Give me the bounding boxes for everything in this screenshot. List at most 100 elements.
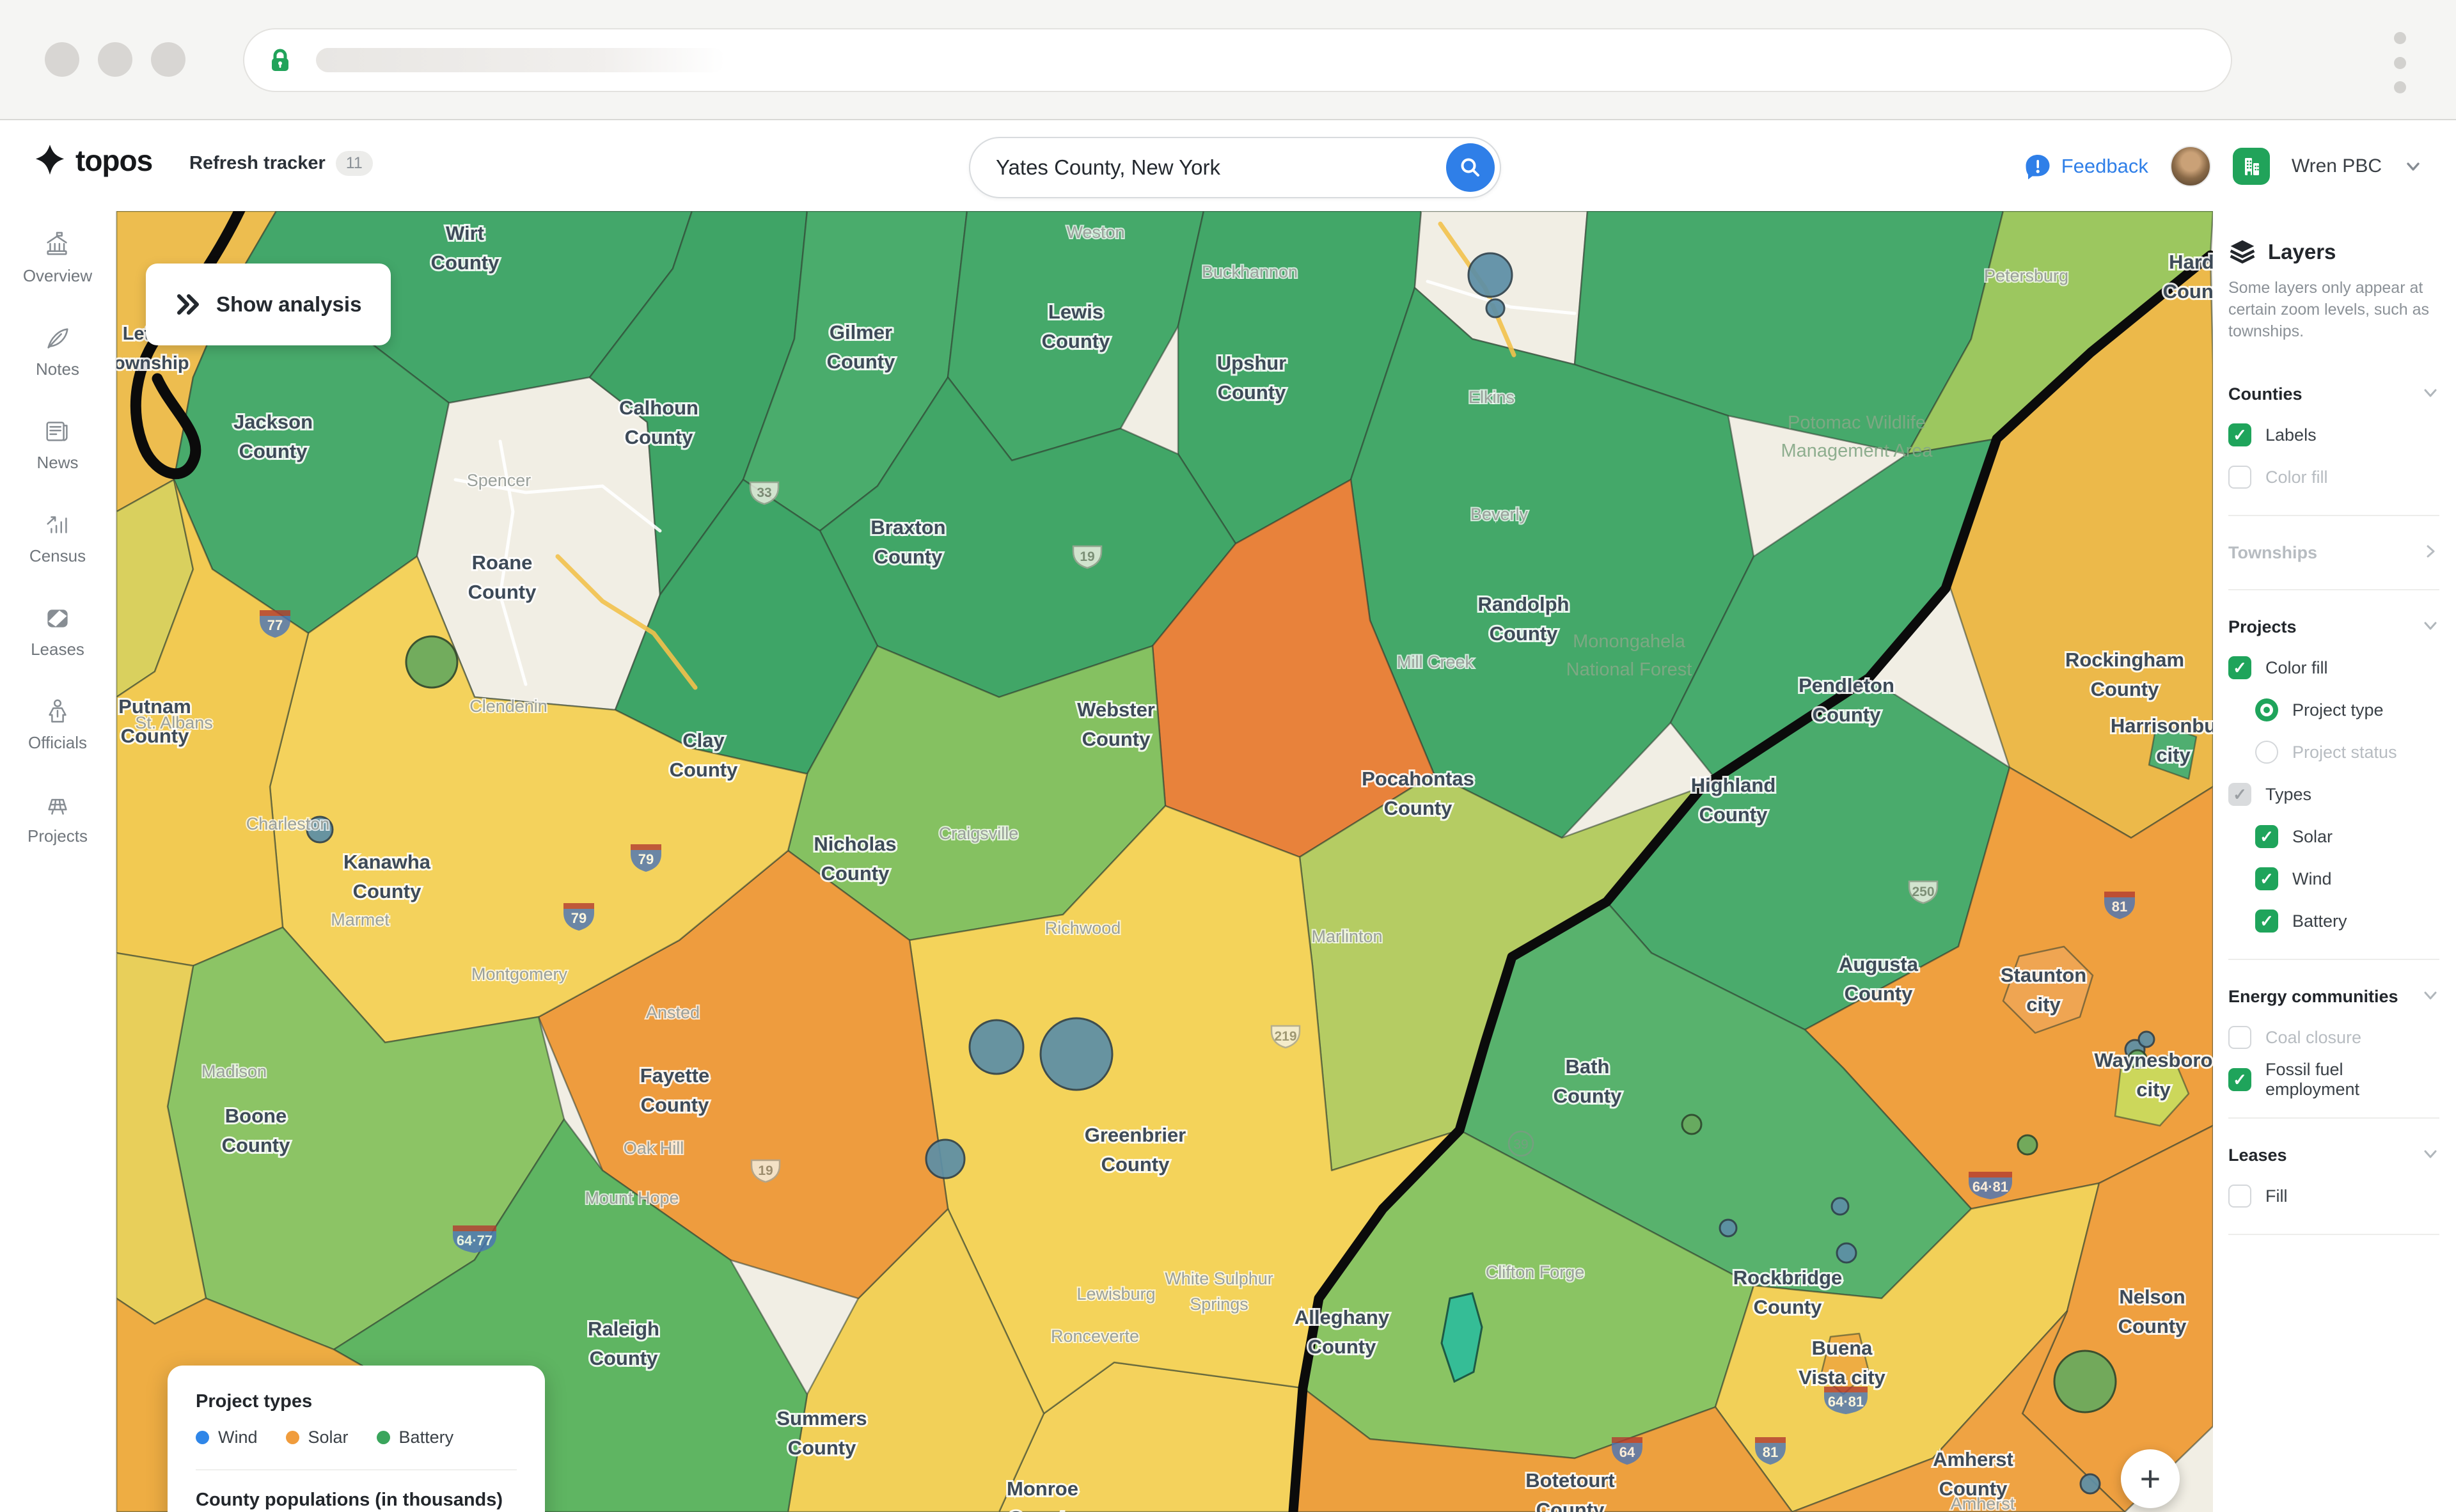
checkbox-row-fill[interactable]: Fill: [2228, 1175, 2439, 1217]
town-label: Craigsville: [939, 824, 1019, 843]
town-label: Oak Hill: [624, 1138, 684, 1158]
road-shield-64·81: 64·81: [1969, 1172, 2012, 1199]
wind-project-marker[interactable]: [1485, 298, 1506, 319]
county-label: Rockbridge: [1733, 1266, 1843, 1289]
county-label: Upshur: [1217, 352, 1287, 374]
sidebar-item-overview[interactable]: Overview: [0, 211, 115, 304]
zoom-in-button[interactable]: +: [2121, 1449, 2180, 1508]
chevron-down-icon[interactable]: [2404, 157, 2423, 176]
road-shield-77: 77: [260, 610, 290, 638]
checkbox-icon[interactable]: ✓: [2228, 1068, 2251, 1092]
wind-project-marker[interactable]: [2137, 1030, 2155, 1048]
radio-icon[interactable]: [2255, 698, 2278, 722]
checkbox-row-types[interactable]: ✓ Types: [2228, 773, 2439, 815]
checkbox-icon[interactable]: ✓: [2255, 867, 2278, 891]
battery-project-marker[interactable]: [405, 635, 459, 689]
checkbox-row-color-fill[interactable]: Color fill: [2228, 456, 2439, 498]
svg-text:64: 64: [1619, 1444, 1635, 1460]
layer-section-energy-communities[interactable]: Energy communities: [2228, 977, 2439, 1016]
wind-project-marker[interactable]: [306, 815, 334, 844]
checkbox-icon[interactable]: ✓: [2228, 423, 2251, 447]
sidebar-item-leases[interactable]: Leases: [0, 585, 115, 678]
sidebar-item-officials[interactable]: Officials: [0, 678, 115, 771]
checkbox-row-labels[interactable]: ✓ Labels: [2228, 414, 2439, 456]
checkbox-icon[interactable]: [2228, 1026, 2251, 1050]
wind-project-marker[interactable]: [1719, 1218, 1738, 1238]
county-staunton-city[interactable]: [2002, 945, 2094, 1034]
battery-project-marker[interactable]: [1681, 1114, 1703, 1135]
checkbox-row-solar[interactable]: ✓ Solar: [2228, 815, 2439, 858]
sidebar-item-news[interactable]: News: [0, 398, 115, 491]
layer-section-townships[interactable]: Townships: [2228, 533, 2439, 572]
sidebar-item-notes[interactable]: Notes: [0, 304, 115, 398]
search-button[interactable]: [1446, 143, 1495, 192]
radio-row-project-status[interactable]: Project status: [2228, 731, 2439, 773]
county-label: County: [1845, 982, 1914, 1005]
layer-section-projects[interactable]: Projects: [2228, 607, 2439, 647]
county-amherst[interactable]: [1791, 1310, 2126, 1512]
browser-menu-icon[interactable]: [2387, 32, 2413, 93]
checkbox-icon[interactable]: [2228, 466, 2251, 489]
road-shield-19: 19: [750, 1159, 781, 1183]
wind-project-marker[interactable]: [2079, 1473, 2101, 1495]
show-analysis-button[interactable]: Show analysis: [146, 264, 391, 345]
checkbox-row-color-fill[interactable]: ✓ Color fill: [2228, 647, 2439, 689]
wind-project-marker[interactable]: [1836, 1242, 1857, 1264]
wind-project-marker[interactable]: [1830, 1197, 1850, 1216]
wind-project-marker[interactable]: [968, 1019, 1025, 1075]
town-label: St. Albans: [135, 713, 213, 732]
chevron-right-icon[interactable]: [2421, 542, 2439, 563]
battery-project-marker[interactable]: [2017, 1134, 2038, 1156]
layer-section-leases[interactable]: Leases: [2228, 1135, 2439, 1175]
radio-row-project-type[interactable]: Project type: [2228, 689, 2439, 731]
counties-map-svg[interactable]: Monongahela National Forest Potomac Wildli…: [116, 211, 2213, 1512]
checkbox-icon[interactable]: ✓: [2228, 656, 2251, 680]
chevron-down-icon[interactable]: [2421, 617, 2439, 638]
county-harrisonburg-city[interactable]: [2148, 721, 2198, 780]
refresh-tracker[interactable]: Refresh tracker 11: [189, 151, 373, 176]
area-label: Management Area: [1781, 441, 1933, 461]
chevron-down-icon[interactable]: [2421, 384, 2439, 405]
search-bar[interactable]: Yates County, New York: [969, 137, 1501, 198]
chevron-down-icon[interactable]: [2421, 986, 2439, 1007]
feedback-button[interactable]: Feedback: [2024, 153, 2148, 180]
checkbox-row-fossil-fuel-employment[interactable]: ✓ Fossil fuel employment: [2228, 1059, 2439, 1101]
window-close-button[interactable]: [45, 42, 79, 77]
sidebar-item-projects[interactable]: Projects: [0, 771, 115, 865]
checkbox-indeterminate-icon[interactable]: ✓: [2228, 783, 2251, 807]
overview-icon: [47, 232, 67, 255]
wind-project-marker[interactable]: [1039, 1017, 1114, 1091]
checkbox-row-wind[interactable]: ✓ Wind: [2228, 858, 2439, 900]
sidebar-item-census[interactable]: Census: [0, 491, 115, 585]
url-bar[interactable]: [243, 28, 2232, 92]
town-label: Richwood: [1045, 918, 1121, 938]
county-buena-vista-city[interactable]: [1820, 1332, 1870, 1396]
svg-text:79: 79: [638, 851, 654, 867]
wind-project-marker[interactable]: [925, 1138, 966, 1179]
sidebar-item-label: Overview: [22, 265, 93, 285]
map-canvas[interactable]: Monongahela National Forest Potomac Wildli…: [116, 211, 2213, 1512]
project-area-polygon[interactable]: [1440, 1292, 1483, 1383]
checkbox-icon[interactable]: ✓: [2255, 910, 2278, 933]
chevron-down-icon[interactable]: [2421, 1145, 2439, 1166]
search-input[interactable]: Yates County, New York: [996, 155, 1220, 179]
layer-section-counties[interactable]: Counties: [2228, 374, 2439, 414]
county-waynesboro-city[interactable]: [2114, 1054, 2190, 1127]
battery-project-marker[interactable]: [2127, 1049, 2148, 1069]
topos-logo[interactable]: topos: [33, 143, 153, 178]
radio-icon[interactable]: [2255, 741, 2278, 764]
wind-project-marker[interactable]: [1467, 252, 1513, 298]
checkbox-row-coal-closure[interactable]: Coal closure: [2228, 1016, 2439, 1059]
state-border-line: [1288, 250, 2213, 1512]
checkbox-row-battery[interactable]: ✓ Battery: [2228, 900, 2439, 942]
county-label: County: [1813, 704, 1882, 726]
panel-divider: [2228, 515, 2439, 517]
window-zoom-button[interactable]: [151, 42, 185, 77]
leases-icon: [47, 609, 68, 627]
checkbox-icon[interactable]: ✓: [2255, 825, 2278, 849]
avatar[interactable]: [2169, 146, 2211, 187]
checkbox-icon[interactable]: [2228, 1185, 2251, 1208]
topos-logo-icon: [35, 145, 65, 175]
window-minimize-button[interactable]: [98, 42, 132, 77]
battery-project-marker[interactable]: [2053, 1350, 2117, 1414]
